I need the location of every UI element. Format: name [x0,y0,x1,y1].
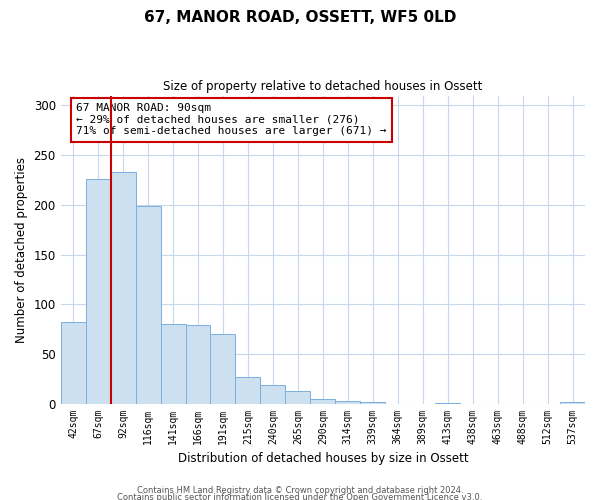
Bar [360,402,385,404]
Text: 67 MANOR ROAD: 90sqm
← 29% of detached houses are smaller (276)
71% of semi-deta: 67 MANOR ROAD: 90sqm ← 29% of detached h… [76,104,387,136]
Bar [61,322,86,404]
Bar [211,334,235,404]
Bar [560,402,585,404]
Bar [335,400,360,404]
Text: 67, MANOR ROAD, OSSETT, WF5 0LD: 67, MANOR ROAD, OSSETT, WF5 0LD [144,10,456,25]
Bar [185,325,211,404]
Bar [235,376,260,404]
X-axis label: Distribution of detached houses by size in Ossett: Distribution of detached houses by size … [178,452,468,465]
Bar [161,324,185,404]
Bar [136,206,161,404]
Y-axis label: Number of detached properties: Number of detached properties [15,156,28,342]
Bar [86,179,110,404]
Bar [286,390,310,404]
Title: Size of property relative to detached houses in Ossett: Size of property relative to detached ho… [163,80,482,93]
Bar [435,402,460,404]
Text: Contains public sector information licensed under the Open Government Licence v3: Contains public sector information licen… [118,494,482,500]
Bar [310,398,335,404]
Bar [110,172,136,404]
Text: Contains HM Land Registry data © Crown copyright and database right 2024.: Contains HM Land Registry data © Crown c… [137,486,463,495]
Bar [260,384,286,404]
